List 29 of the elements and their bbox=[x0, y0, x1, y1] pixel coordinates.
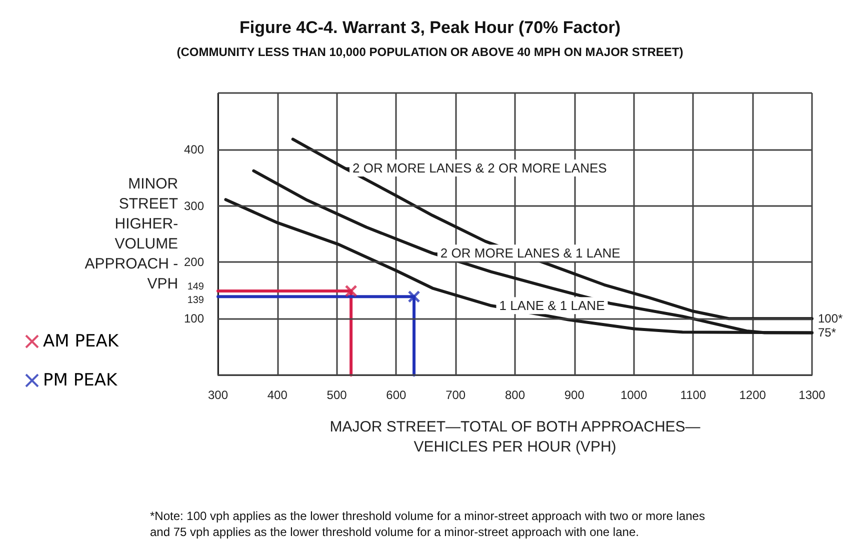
y-tick-label: 139 bbox=[187, 295, 204, 306]
x-tick-label: 1100 bbox=[680, 388, 706, 402]
legend-label: 2 OR MORE LANES & 1 LANE bbox=[440, 246, 621, 261]
x-tick-label: 700 bbox=[446, 388, 466, 402]
x-tick-label: 300 bbox=[208, 388, 228, 402]
x-axis-title: MAJOR STREET—TOTAL OF BOTH APPROACHES— VEHICLES PER HOUR (VPH) bbox=[330, 418, 700, 456]
y-tick-label: 200 bbox=[184, 255, 204, 270]
x-tick-label: 500 bbox=[326, 388, 348, 402]
text: *Note: 100 vph applies as the lower threshold volume for a minor-street approach with two or more lanes and 75 vph applies as the lower threshold volume for a minor-street approach with one lane. bbox=[150, 509, 708, 539]
legend-label: 1 LANE & 1 LANE bbox=[499, 298, 606, 314]
legend-label: PM PEAK bbox=[43, 370, 118, 390]
y-axis-title: MINOR STREET HIGHER- VOLUME APPROACH - VPH bbox=[84, 176, 178, 292]
legend-label: 2 OR MORE LANES & 2 OR MORE LANES bbox=[352, 160, 608, 176]
y-tick-label: 149 bbox=[187, 281, 204, 292]
y-tick-label: 400 bbox=[184, 142, 204, 156]
x-tick-label: 1300 bbox=[798, 388, 826, 402]
y2-tick-label: 75* bbox=[818, 326, 836, 340]
x-tick-label: 900 bbox=[564, 388, 585, 402]
y-tick-label: 100 bbox=[184, 312, 204, 326]
y2-tick-label: 100* bbox=[818, 312, 844, 326]
x-tick-label: 400 bbox=[267, 388, 288, 402]
chart-title: Figure 4C-4. Warrant 3, Peak Hour (70% Factor) bbox=[239, 18, 621, 37]
chart-subtitle: (COMMUNITY LESS THAN 10,000 POPULATION OR ABOVE 40 MPH ON MAJOR STREET) bbox=[176, 45, 684, 59]
x-tick-label: 800 bbox=[504, 388, 526, 402]
y-tick-label: 300 bbox=[184, 198, 204, 213]
x-tick-label: 1000 bbox=[620, 388, 648, 402]
x-tick-label: 600 bbox=[386, 388, 407, 402]
legend-label: AM PEAK bbox=[43, 332, 120, 352]
x-tick-label: 1200 bbox=[739, 388, 766, 402]
